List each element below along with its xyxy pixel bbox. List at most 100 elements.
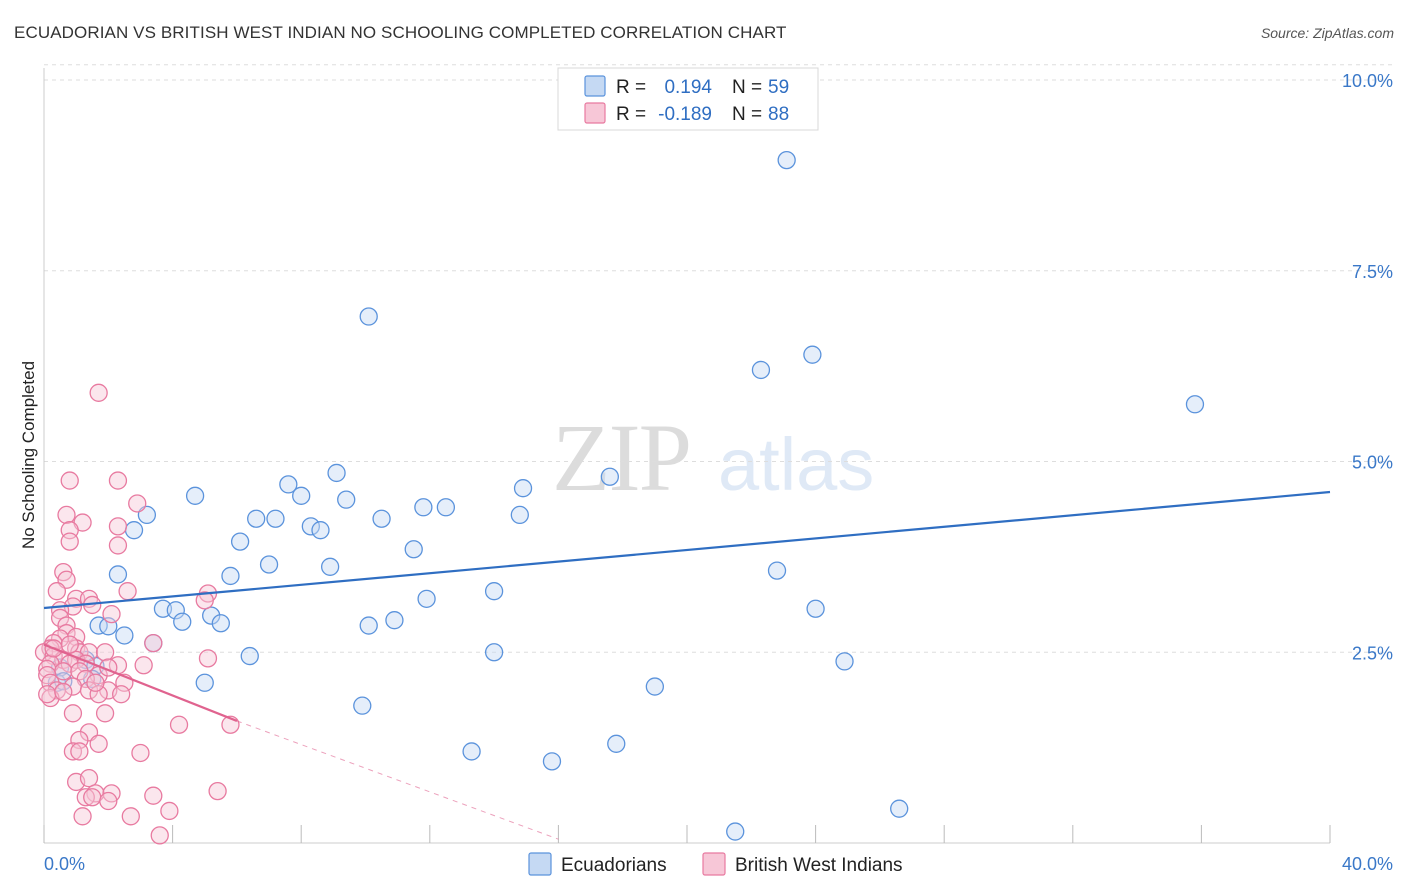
legend-n-value-1: 59 xyxy=(768,77,789,98)
ecuadorians-point xyxy=(726,822,745,841)
british-west-indians-point xyxy=(121,807,140,826)
ecuadorians-point xyxy=(115,626,134,645)
ecuadorians-point xyxy=(1185,395,1205,414)
trend-lines xyxy=(43,490,1331,840)
legend-r-label-2: R = xyxy=(616,104,646,125)
series-legend-label-british-west-indians: British West Indians xyxy=(735,855,903,876)
british-west-indians-point xyxy=(169,715,189,734)
ecuadorians-point xyxy=(337,490,356,509)
ecuadorians-point xyxy=(108,565,128,584)
british-west-indians-point xyxy=(89,734,108,753)
ecuadorians-point xyxy=(266,509,285,528)
ecuadorians-point xyxy=(484,582,504,601)
ecuadorians-point xyxy=(185,486,205,505)
gridlines xyxy=(44,64,1392,653)
ecuadorians-point xyxy=(211,614,230,633)
british-west-indians-point xyxy=(47,582,67,601)
british-west-indians-point xyxy=(95,704,115,723)
ecuadorians-point xyxy=(890,799,909,818)
y-tick-label: 5.0% xyxy=(1352,453,1393,473)
legend-n-value-2: 88 xyxy=(768,104,789,125)
british-west-indians-point xyxy=(160,801,179,821)
legend-swatch-british-west-indians xyxy=(584,102,606,124)
legend-n-label-1: N = xyxy=(732,77,762,98)
british-west-indians-trend-extension xyxy=(236,720,559,840)
svg-text:R =: R = xyxy=(616,104,646,125)
ecuadorians-point xyxy=(311,521,330,540)
british-west-indians-point xyxy=(108,471,128,490)
ecuadorians-point xyxy=(230,532,250,551)
ecuadorians-point xyxy=(600,467,619,486)
british-west-indians-point xyxy=(108,517,128,536)
ecuadorians-point xyxy=(372,509,391,528)
british-west-indians-point xyxy=(195,591,214,610)
british-west-indians-point xyxy=(63,704,83,723)
british-west-indians-point xyxy=(108,536,128,555)
y-axis-title: No Schooling Completed xyxy=(19,361,38,549)
axes xyxy=(43,68,1331,844)
british-west-indians-point xyxy=(60,532,79,551)
british-west-indians-point xyxy=(95,643,115,662)
series-legend: Ecuadorians British West Indians xyxy=(528,852,903,876)
british-west-indians-point xyxy=(89,685,108,704)
ecuadorians-point xyxy=(89,616,108,635)
british-west-indians-point xyxy=(89,383,108,402)
ecuadorians-point xyxy=(202,606,221,625)
british-west-indians-point xyxy=(144,633,163,653)
ecuadorians-point xyxy=(835,652,854,671)
legend-r-value-1: 0.194 xyxy=(664,77,712,98)
source-label: Source: ZipAtlas.com xyxy=(1260,25,1394,41)
british-west-indians-point xyxy=(112,685,131,704)
ecuadorians-points xyxy=(47,150,1205,841)
british-west-indians-point xyxy=(131,743,150,763)
british-west-indians-point xyxy=(54,682,73,702)
ecuadorians-point xyxy=(221,566,240,586)
y-tick-label: 10.0% xyxy=(1342,71,1393,91)
british-west-indians-point xyxy=(79,768,99,788)
ecuadorians-point xyxy=(436,498,456,517)
british-west-indians-point xyxy=(86,673,105,692)
ecuadorians-point xyxy=(292,486,311,505)
y-tick-labels: 2.5% 5.0% 7.5% 10.0% xyxy=(1342,71,1393,663)
ecuadorians-point xyxy=(645,677,664,696)
ecuadorians-point xyxy=(247,509,266,528)
british-west-indians-point xyxy=(99,791,118,811)
ecuadorians-point xyxy=(240,646,259,666)
british-west-indians-point xyxy=(102,604,121,624)
ecuadorians-point xyxy=(767,561,787,580)
svg-text:-0.189: -0.189 xyxy=(658,104,712,125)
british-west-indians-point xyxy=(60,635,79,654)
ecuadorians-point xyxy=(607,734,626,753)
british-west-indians-point xyxy=(208,781,227,801)
ecuadorians-point xyxy=(803,345,822,364)
ecuadorians-point xyxy=(173,612,192,631)
svg-text:N =: N = xyxy=(732,104,762,125)
ecuadorians-point xyxy=(320,557,340,576)
series-legend-swatch-ecuadorians xyxy=(528,852,552,876)
british-west-indians-point xyxy=(83,788,102,807)
british-west-indians-point xyxy=(76,788,95,807)
ecuadorians-point xyxy=(279,475,298,494)
ecuadorians-point xyxy=(510,505,529,525)
svg-text:88: 88 xyxy=(768,104,789,125)
legend-n-label-2: N = xyxy=(732,104,762,125)
series-legend-swatch-british-west-indians xyxy=(702,852,726,876)
ecuadorians-point xyxy=(414,498,433,517)
ecuadorians-point xyxy=(417,589,436,608)
british-west-indians-point xyxy=(144,786,163,805)
british-west-indians-point xyxy=(38,685,57,704)
svg-text:0.194: 0.194 xyxy=(664,77,712,98)
british-west-indians-point xyxy=(70,742,89,761)
ecuadorians-point xyxy=(385,611,404,630)
ecuadorians-point xyxy=(513,479,533,498)
svg-text:R =: R = xyxy=(616,77,646,98)
british-west-indians-point xyxy=(150,826,169,845)
british-west-indians-point xyxy=(63,742,83,761)
legend-swatch-ecuadorians xyxy=(584,75,606,97)
watermark-zip: ZIP xyxy=(552,404,690,511)
ecuadorians-point xyxy=(777,150,796,170)
svg-text:59: 59 xyxy=(768,77,789,98)
british-west-indians-trend-line xyxy=(43,643,238,722)
series-legend-label-ecuadorians: Ecuadorians xyxy=(561,855,667,876)
